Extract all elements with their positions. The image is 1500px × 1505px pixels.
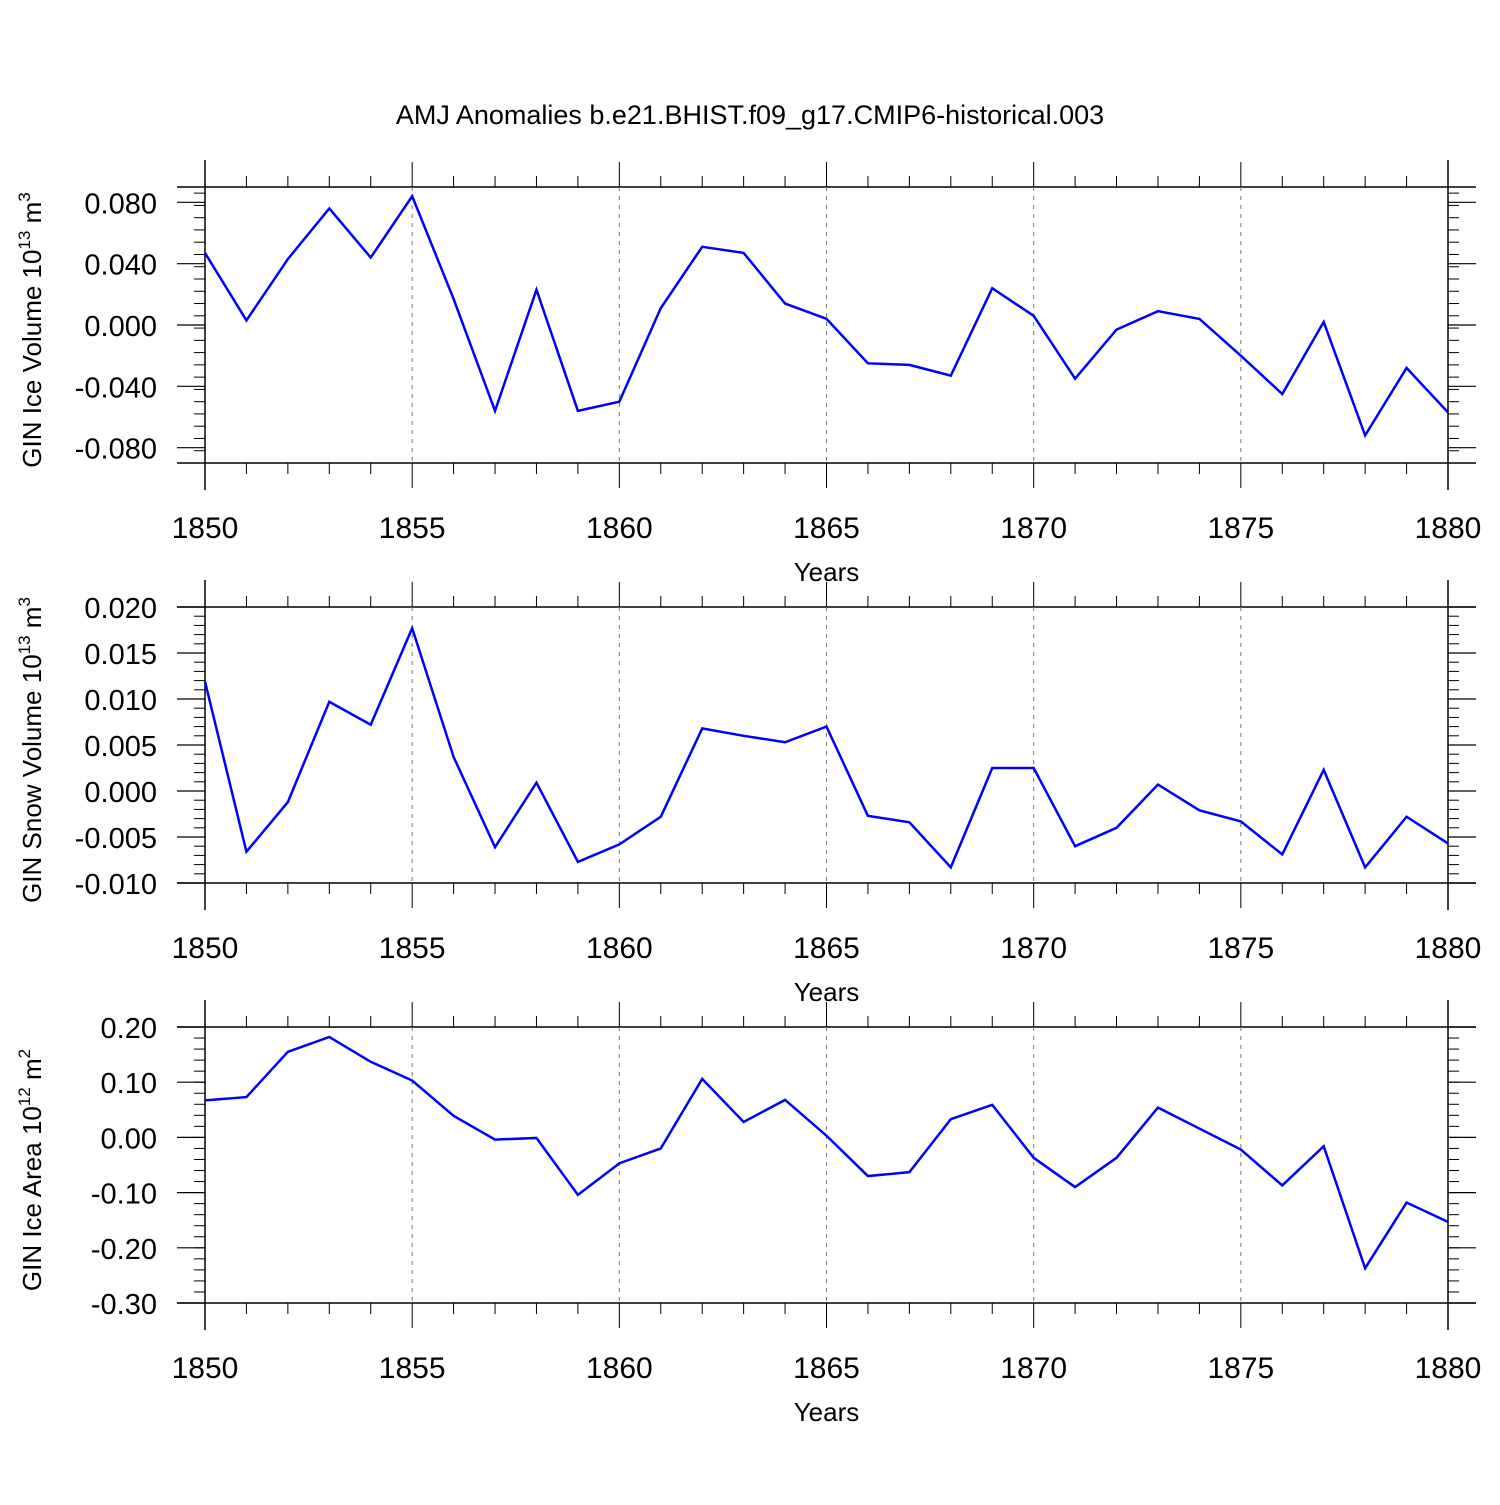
x-tick-label: 1875 [1207, 1352, 1274, 1385]
x-tick-label: 1870 [1000, 932, 1067, 965]
y-tick-label: -0.20 [91, 1234, 157, 1266]
x-tick-label: 1860 [586, 1352, 653, 1385]
x-tick-label: 1855 [379, 512, 446, 545]
y-tick-label: 0.080 [84, 188, 157, 220]
x-tick-label: 1860 [586, 512, 653, 545]
y-tick-label: 0.040 [84, 250, 157, 282]
y-axis-label: GIN Ice Area 1012 m2 [15, 1049, 47, 1291]
x-tick-label: 1855 [379, 932, 446, 965]
y-tick-label: 0.005 [84, 731, 157, 763]
figure-title: AMJ Anomalies b.e21.BHIST.f09_g17.CMIP6-… [396, 100, 1104, 130]
x-tick-label: 1875 [1207, 512, 1274, 545]
y-tick-label: 0.000 [84, 777, 157, 809]
y-tick-label: 0.020 [84, 593, 157, 625]
x-tick-label: 1855 [379, 1352, 446, 1385]
x-tick-label: 1865 [793, 1352, 860, 1385]
panel-3: -0.30 -0.20 -0.10 0.00 0.10 0.20 1850 1855 1860 1… [15, 1000, 1481, 1427]
x-tick-label: 1880 [1415, 1352, 1482, 1385]
y-axis-label-unit: m [17, 1058, 47, 1087]
y-axis-label-text: GIN Ice Area 10 [17, 1106, 47, 1291]
y-axis-label-exponent: 13 [15, 635, 34, 654]
x-tick-label: 1870 [1000, 1352, 1067, 1385]
y-tick-label: 0.00 [101, 1123, 157, 1155]
y-tick-label: 0.20 [101, 1013, 157, 1045]
y-axis-label-unit: m [17, 202, 47, 231]
y-tick-label: -0.080 [75, 434, 157, 466]
y-tick-label: -0.010 [75, 869, 157, 901]
y-axis-label-text: GIN Ice Volume 10 [17, 250, 47, 468]
x-tick-label: 1875 [1207, 932, 1274, 965]
x-tick-label: 1865 [793, 512, 860, 545]
y-axis-label-unit: m [17, 607, 47, 636]
series-line-1 [205, 1037, 1448, 1268]
y-tick-label: 0.10 [101, 1068, 157, 1100]
y-axis-label-unit-exponent: 3 [15, 192, 34, 201]
y-axis-label-exponent: 12 [15, 1087, 34, 1106]
x-tick-label: 1865 [793, 932, 860, 965]
y-tick-label: 0.000 [84, 311, 157, 343]
y-axis-label-unit-exponent: 3 [15, 597, 34, 606]
y-tick-label: 0.015 [84, 639, 157, 671]
y-tick-label: -0.005 [75, 823, 157, 855]
y-tick-label: -0.30 [91, 1289, 157, 1321]
y-tick-label: -0.040 [75, 372, 157, 404]
x-tick-label: 1850 [172, 512, 239, 545]
y-axis-label-unit-exponent: 2 [15, 1049, 34, 1058]
y-axis-label: GIN Ice Volume 1013 m3 [15, 192, 47, 468]
y-axis-label-text: GIN Snow Volume 10 [17, 654, 47, 903]
panel-1: -0.080 -0.040 0.000 0.040 0.080 1850 1855 1860 1… [15, 160, 1481, 587]
x-tick-label: 1880 [1415, 932, 1482, 965]
y-tick-label: 0.010 [84, 685, 157, 717]
panel-2: -0.010 -0.005 0.000 0.005 0.010 0.015 0.020 185… [15, 580, 1481, 1007]
panels: -0.080 -0.040 0.000 0.040 0.080 1850 1855 1860 1… [15, 160, 1481, 1427]
x-tick-label: 1870 [1000, 512, 1067, 545]
y-axis-label: GIN Snow Volume 1013 m3 [15, 597, 47, 903]
x-tick-label: 1850 [172, 932, 239, 965]
x-tick-label: 1880 [1415, 512, 1482, 545]
x-tick-label: 1850 [172, 1352, 239, 1385]
x-tick-label: 1860 [586, 932, 653, 965]
y-axis-label-exponent: 13 [15, 231, 34, 250]
x-axis-label: Years [794, 1397, 860, 1427]
y-tick-label: -0.10 [91, 1179, 157, 1211]
